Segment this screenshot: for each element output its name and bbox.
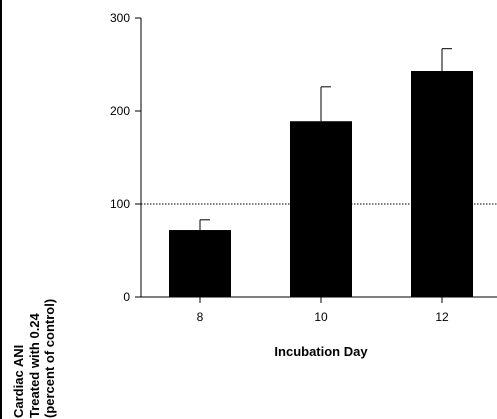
bar — [169, 230, 231, 297]
bar — [290, 121, 352, 297]
y-tick-label: 300 — [110, 11, 130, 25]
bar — [411, 71, 473, 297]
y-tick-label: 100 — [110, 197, 130, 211]
y-tick-label: 0 — [123, 290, 130, 304]
x-axis-label: Incubation Day — [274, 344, 368, 359]
y-tick-label: 200 — [110, 104, 130, 118]
x-tick-label: 8 — [197, 310, 204, 324]
x-tick-label: 10 — [314, 310, 328, 324]
plot-area: 0 100 200 300 8 10 12 Incubation Day — [110, 11, 497, 359]
x-tick-label: 12 — [435, 310, 449, 324]
left-border — [0, 0, 2, 419]
